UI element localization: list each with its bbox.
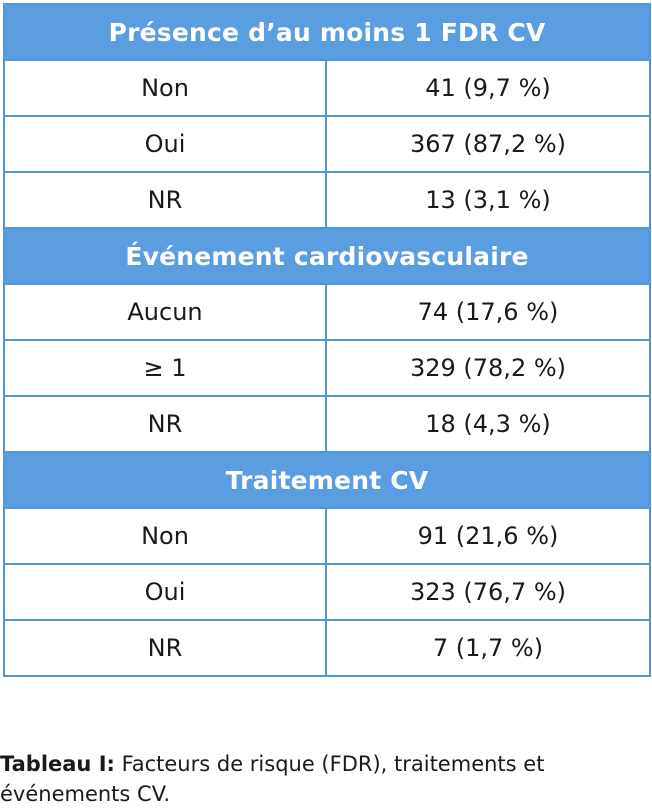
- section-title: Présence d’au moins 1 FDR CV: [3, 3, 651, 61]
- table-row: Non 41 (9,7 %): [3, 59, 651, 117]
- section-title: Traitement CV: [3, 451, 651, 509]
- row-value: 367 (87,2 %): [325, 115, 651, 173]
- section-title: Événement cardiovasculaire: [3, 227, 651, 285]
- row-label: Non: [3, 507, 327, 565]
- row-label: NR: [3, 619, 327, 677]
- risk-factors-table: Présence d’au moins 1 FDR CV Non 41 (9,7…: [3, 3, 651, 677]
- table-row: Aucun 74 (17,6 %): [3, 283, 651, 341]
- row-label: Aucun: [3, 283, 327, 341]
- table-row: NR 18 (4,3 %): [3, 395, 651, 453]
- row-label: ≥ 1: [3, 339, 327, 397]
- table-row: Oui 323 (76,7 %): [3, 563, 651, 621]
- row-value: 41 (9,7 %): [325, 59, 651, 117]
- row-value: 18 (4,3 %): [325, 395, 651, 453]
- row-label: NR: [3, 395, 327, 453]
- row-label: Oui: [3, 115, 327, 173]
- row-value: 329 (78,2 %): [325, 339, 651, 397]
- table-caption: Tableau I: Facteurs de risque (FDR), tra…: [0, 749, 650, 809]
- table-row: NR 7 (1,7 %): [3, 619, 651, 677]
- section-header-row: Présence d’au moins 1 FDR CV: [3, 3, 651, 61]
- section-header-row: Événement cardiovasculaire: [3, 227, 651, 285]
- row-value: 7 (1,7 %): [325, 619, 651, 677]
- caption-text: Facteurs de risque (FDR), traitements et…: [0, 752, 545, 806]
- row-label: NR: [3, 171, 327, 229]
- table-row: Non 91 (21,6 %): [3, 507, 651, 565]
- row-value: 13 (3,1 %): [325, 171, 651, 229]
- row-label: Non: [3, 59, 327, 117]
- table-row: ≥ 1 329 (78,2 %): [3, 339, 651, 397]
- caption-label: Tableau I:: [0, 752, 115, 776]
- row-value: 74 (17,6 %): [325, 283, 651, 341]
- table-row: NR 13 (3,1 %): [3, 171, 651, 229]
- section-header-row: Traitement CV: [3, 451, 651, 509]
- row-value: 91 (21,6 %): [325, 507, 651, 565]
- row-label: Oui: [3, 563, 327, 621]
- row-value: 323 (76,7 %): [325, 563, 651, 621]
- table-row: Oui 367 (87,2 %): [3, 115, 651, 173]
